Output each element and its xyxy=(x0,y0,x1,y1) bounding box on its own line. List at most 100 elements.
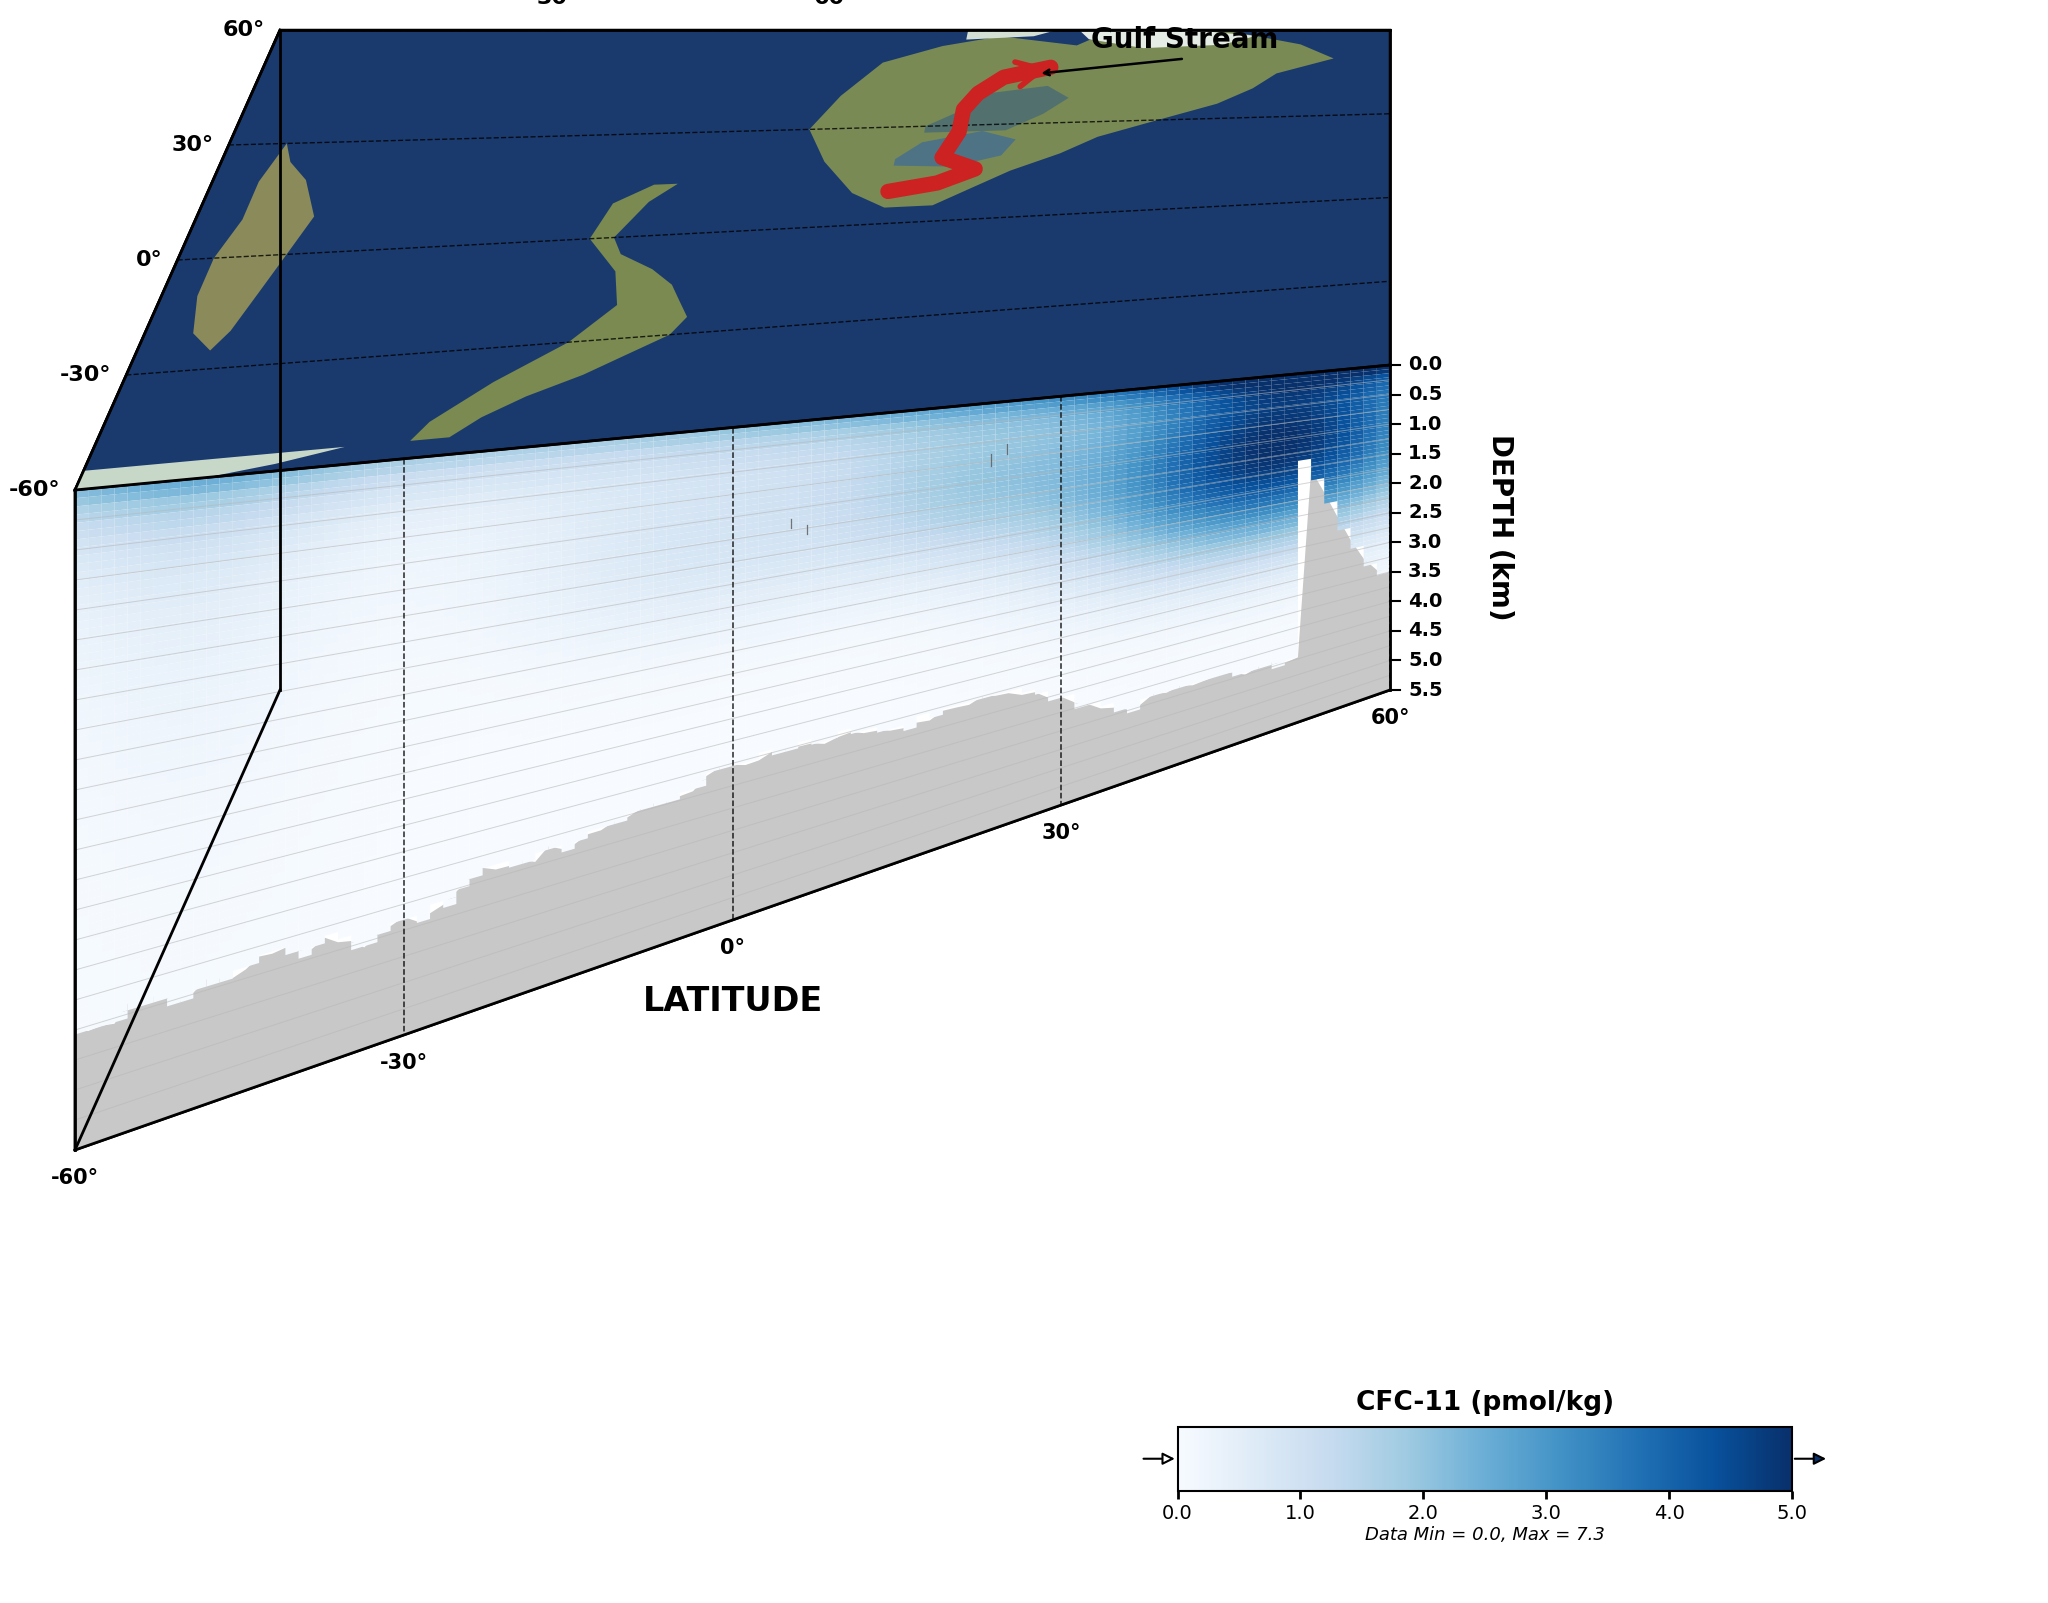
Polygon shape xyxy=(1325,412,1337,418)
Polygon shape xyxy=(1049,447,1061,454)
Polygon shape xyxy=(772,500,784,508)
Polygon shape xyxy=(350,470,365,478)
Polygon shape xyxy=(365,702,377,712)
Polygon shape xyxy=(496,476,510,484)
Polygon shape xyxy=(326,872,338,883)
Polygon shape xyxy=(745,523,760,531)
Polygon shape xyxy=(246,633,260,643)
Polygon shape xyxy=(918,574,930,582)
Polygon shape xyxy=(496,627,510,636)
Polygon shape xyxy=(483,651,496,660)
Polygon shape xyxy=(1126,680,1141,689)
Polygon shape xyxy=(88,952,100,965)
Polygon shape xyxy=(285,822,299,834)
Polygon shape xyxy=(692,598,707,608)
Polygon shape xyxy=(1325,497,1337,503)
Polygon shape xyxy=(653,638,668,646)
Polygon shape xyxy=(76,899,88,911)
Polygon shape xyxy=(983,450,995,457)
Polygon shape xyxy=(799,503,811,510)
Polygon shape xyxy=(1061,537,1075,545)
Polygon shape xyxy=(457,600,469,609)
Polygon shape xyxy=(496,737,510,747)
Polygon shape xyxy=(430,696,442,705)
Polygon shape xyxy=(1034,454,1049,462)
Polygon shape xyxy=(483,478,496,486)
Polygon shape xyxy=(1219,462,1233,468)
Polygon shape xyxy=(930,616,942,624)
Polygon shape xyxy=(614,450,627,458)
Polygon shape xyxy=(510,707,522,717)
Polygon shape xyxy=(127,878,141,890)
Polygon shape xyxy=(350,580,365,588)
Polygon shape xyxy=(891,529,903,537)
Polygon shape xyxy=(100,973,115,986)
Polygon shape xyxy=(1245,486,1260,492)
Polygon shape xyxy=(1245,579,1260,587)
Polygon shape xyxy=(207,882,219,893)
Polygon shape xyxy=(1167,654,1180,664)
Polygon shape xyxy=(707,659,719,667)
Polygon shape xyxy=(891,502,903,508)
Polygon shape xyxy=(575,547,588,556)
Polygon shape xyxy=(180,644,193,654)
Polygon shape xyxy=(799,598,811,606)
Polygon shape xyxy=(877,474,891,483)
Polygon shape xyxy=(1087,466,1100,474)
Polygon shape xyxy=(653,664,668,672)
Polygon shape xyxy=(825,494,838,500)
Polygon shape xyxy=(535,539,549,548)
Polygon shape xyxy=(1337,373,1350,378)
Polygon shape xyxy=(418,854,430,866)
Polygon shape xyxy=(1114,611,1126,619)
Polygon shape xyxy=(811,636,825,644)
Polygon shape xyxy=(260,646,272,657)
Polygon shape xyxy=(969,640,983,648)
Polygon shape xyxy=(549,598,561,608)
Polygon shape xyxy=(561,683,575,691)
Text: 5.5: 5.5 xyxy=(1409,681,1442,699)
Polygon shape xyxy=(1126,500,1141,508)
Polygon shape xyxy=(692,667,707,676)
Polygon shape xyxy=(207,656,219,665)
Polygon shape xyxy=(668,508,680,516)
Polygon shape xyxy=(377,678,391,688)
Polygon shape xyxy=(457,537,469,545)
Polygon shape xyxy=(995,670,1010,680)
Polygon shape xyxy=(469,625,483,635)
Polygon shape xyxy=(430,675,442,684)
Polygon shape xyxy=(1061,572,1075,580)
Polygon shape xyxy=(1167,678,1180,688)
Polygon shape xyxy=(115,898,127,909)
Polygon shape xyxy=(115,800,127,811)
Polygon shape xyxy=(1364,460,1376,466)
Polygon shape xyxy=(614,457,627,465)
Polygon shape xyxy=(76,842,88,853)
Polygon shape xyxy=(641,717,653,726)
Polygon shape xyxy=(1010,667,1022,675)
Polygon shape xyxy=(1087,608,1100,616)
Polygon shape xyxy=(246,779,260,790)
Polygon shape xyxy=(825,720,838,729)
Polygon shape xyxy=(496,614,510,622)
Polygon shape xyxy=(76,1005,88,1018)
Polygon shape xyxy=(680,651,692,660)
Polygon shape xyxy=(180,818,193,829)
Polygon shape xyxy=(995,559,1010,567)
Polygon shape xyxy=(588,776,600,785)
Polygon shape xyxy=(1260,558,1272,566)
Polygon shape xyxy=(668,609,680,619)
Polygon shape xyxy=(1206,667,1219,675)
Polygon shape xyxy=(442,489,457,497)
Polygon shape xyxy=(260,616,272,625)
Polygon shape xyxy=(942,487,956,495)
Polygon shape xyxy=(1233,574,1245,580)
Polygon shape xyxy=(1325,430,1337,436)
Polygon shape xyxy=(1245,499,1260,505)
Polygon shape xyxy=(1153,430,1167,436)
Polygon shape xyxy=(877,503,891,511)
Polygon shape xyxy=(154,672,168,683)
Polygon shape xyxy=(707,559,719,567)
Polygon shape xyxy=(311,883,326,894)
Polygon shape xyxy=(549,564,561,574)
